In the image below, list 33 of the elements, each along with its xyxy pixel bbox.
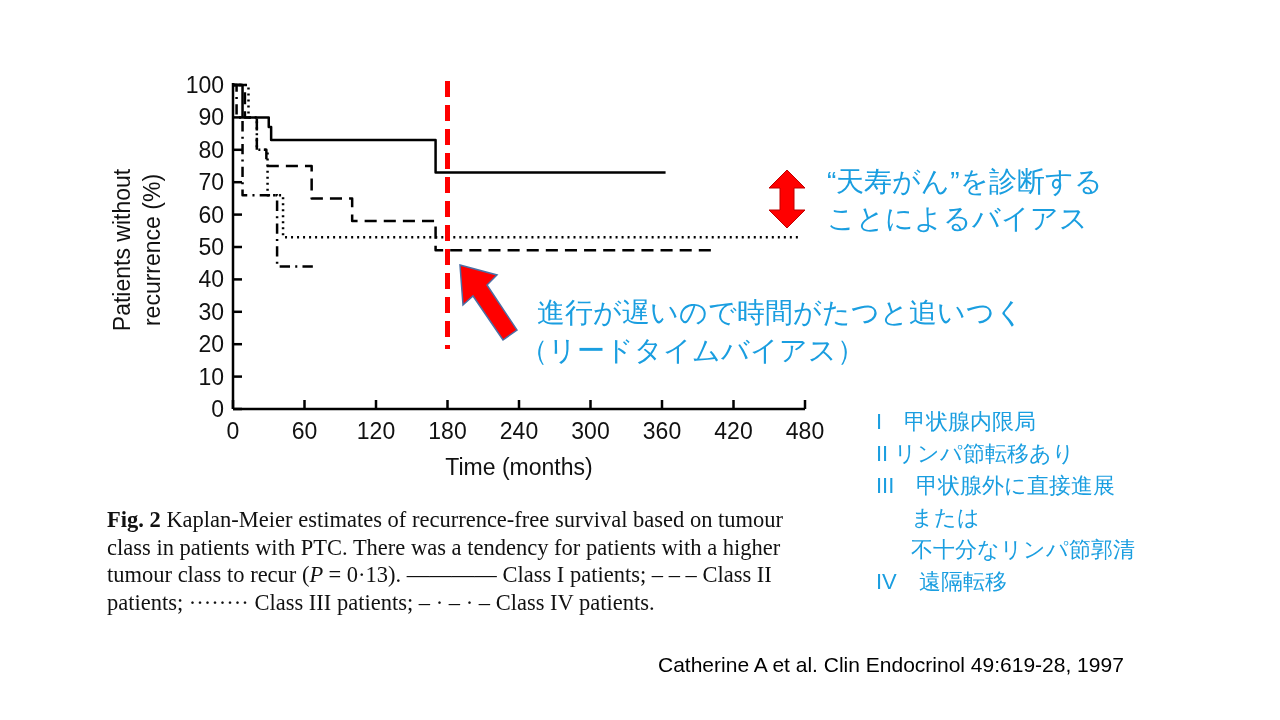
text: III 甲状腺外に直接進展 <box>876 473 1116 498</box>
text: Fig. 2 Kaplan-Meier estimates of recurrence-free survival based on tumour class in patients with PTC. There was a tendency for patients with a higher tumour class to recur (P = 0·13). ———— Class I patients; – – – Class II patients; ········ Class III patients; – · – · – Class IV patients. <box>107 507 784 615</box>
x-tick-label: 360 <box>642 418 682 444</box>
x-tick-label: 60 <box>291 418 318 444</box>
annotation: （リードタイムバイアス） <box>520 335 865 366</box>
text: ことによるバイアス <box>827 203 1088 234</box>
x-tick-label: 300 <box>571 418 610 444</box>
annotation: 進行が遅いので時間がたつと追いつく <box>537 297 1024 328</box>
x-axis-title: Time (months) <box>445 454 593 480</box>
text: II リンパ節転移あり <box>876 441 1076 466</box>
y-tick-label: 60 <box>198 201 224 228</box>
y-tick-label: 20 <box>198 331 224 358</box>
text: Catherine A et al. Clin Endocrinol 49:619-28, 1997 <box>658 653 1124 676</box>
x-tick-label: 0 <box>226 418 240 444</box>
x-tick-label: 420 <box>714 418 753 444</box>
y-tick-label: 30 <box>198 298 224 325</box>
text: または <box>911 505 980 530</box>
x-tick-label: 240 <box>499 418 539 444</box>
text: IV 遠隔転移 <box>876 569 1007 594</box>
x-tick-label: 180 <box>428 418 467 444</box>
text: 不十分なリンパ節郭清 <box>911 537 1135 562</box>
y-tick-label: 80 <box>198 136 224 163</box>
x-tick-label: 480 <box>785 418 825 444</box>
y-tick-label: 100 <box>185 72 224 98</box>
y-tick-label: 70 <box>198 169 224 196</box>
y-tick-label: 10 <box>198 363 224 390</box>
y-tick-label: 50 <box>198 234 224 260</box>
y-tick-label: 40 <box>198 266 224 293</box>
text: I 甲状腺内限局 <box>876 409 1037 434</box>
x-tick-label: 120 <box>356 418 396 444</box>
y-tick-label: 90 <box>198 104 224 131</box>
text: “天寿がん”を診断する <box>827 166 1103 197</box>
y-tick-label: 0 <box>211 396 224 422</box>
